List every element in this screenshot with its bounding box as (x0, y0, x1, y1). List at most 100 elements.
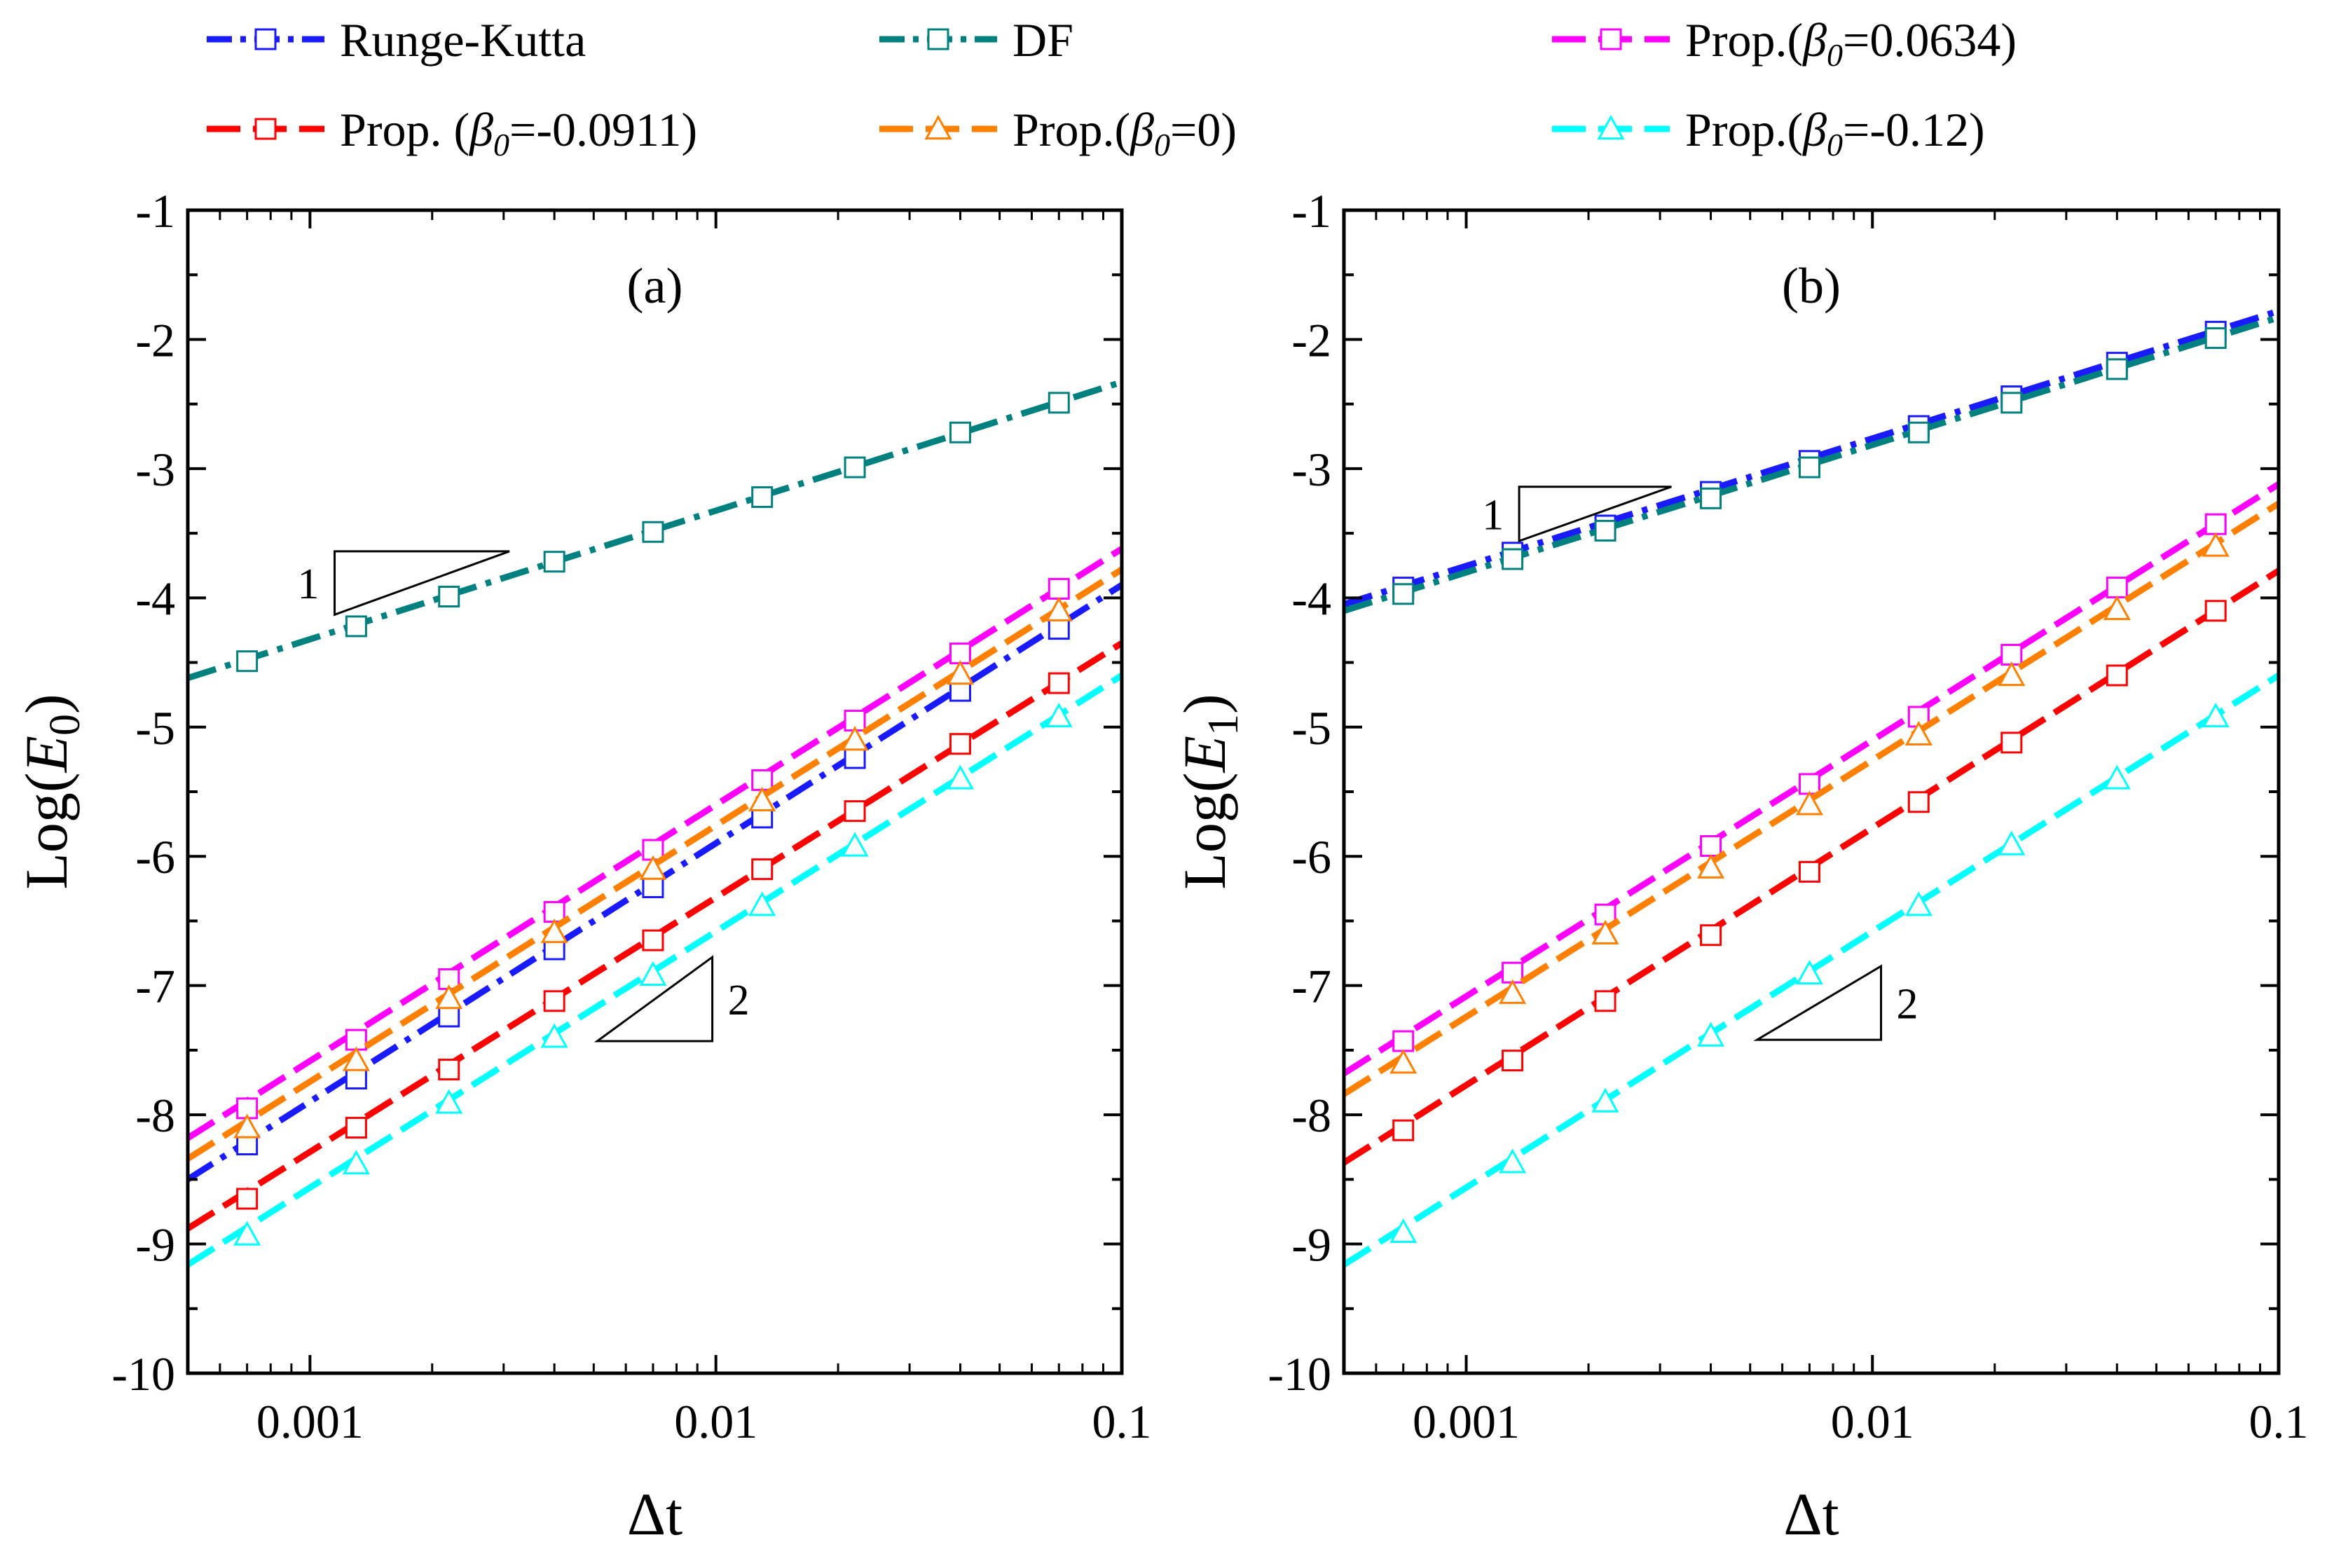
marker-square (2204, 327, 2227, 350)
series-5 (1344, 673, 2279, 1267)
marker-square (254, 118, 277, 140)
x-tick-label: 0.001 (1413, 1395, 1520, 1448)
y-axis-label-sub: 1 (1200, 714, 1247, 736)
marker-square (927, 28, 949, 50)
slope-label: 2 (1897, 981, 1918, 1029)
y-tick-label: -9 (135, 1218, 175, 1272)
marker-triangle (841, 726, 869, 751)
marker-square (642, 521, 664, 543)
marker-triangle (1904, 720, 1933, 745)
marker-triangle (1045, 596, 1073, 621)
marker-square (1798, 860, 1820, 883)
marker-square (1594, 519, 1616, 542)
legend-label: Prop.(β0=0.0634) (1685, 13, 2017, 73)
legend-item: Prop.(β0=0.0634) (1552, 13, 2017, 73)
marker-square (2000, 731, 2023, 754)
marker-triangle (2103, 595, 2131, 621)
y-axis-label-prefix: Log( (1171, 773, 1238, 890)
marker-square (1048, 392, 1070, 414)
marker-square (1048, 672, 1070, 694)
legend-label-sub: 0 (1154, 127, 1170, 163)
marker-square (1600, 28, 1622, 50)
slope-annotation: 1 (298, 550, 510, 617)
series-5 (188, 673, 1122, 1267)
marker-triangle (841, 832, 869, 857)
y-tick-label: -4 (1291, 572, 1331, 625)
legend-label-suffix: =0) (1170, 103, 1237, 156)
marker-triangle (233, 1220, 261, 1246)
y-tick-label: -7 (135, 960, 175, 1013)
marker-triangle (2202, 702, 2230, 728)
marker-triangle (1591, 919, 1619, 944)
slope-annotation: 1 (1482, 486, 1672, 543)
slope-triangle (1753, 964, 1883, 1041)
series-1 (1344, 314, 2279, 614)
series-4 (188, 566, 1122, 1162)
marker-triangle (435, 1089, 463, 1114)
marker-triangle (639, 855, 667, 880)
marker-triangle (1697, 853, 1725, 879)
y-tick-label: -8 (1291, 1089, 1331, 1142)
marker-triangle (540, 918, 568, 944)
legend-label-beta: β (468, 103, 493, 156)
series-3 (1344, 568, 2279, 1166)
marker-triangle (1998, 830, 2026, 855)
legend-label: Prop.(β0=0) (1013, 103, 1237, 163)
marker-square (751, 769, 774, 791)
series-3 (188, 640, 1122, 1232)
marker-square (345, 615, 367, 638)
panel-label: (b) (1782, 258, 1841, 314)
y-axis-label: Log(E1) (1171, 694, 1247, 889)
legend-label: Prop. (β0=-0.0911) (340, 103, 697, 163)
marker-square (2204, 513, 2227, 535)
y-tick-label: -3 (1291, 443, 1331, 496)
marker-square (254, 28, 277, 50)
x-tick-label: 0.1 (1092, 1395, 1152, 1448)
y-axis-label-var: E (1171, 736, 1238, 774)
marker-triangle (1998, 661, 2026, 687)
legend-label-suffix: =-0.0911) (509, 103, 697, 156)
slope-annotation: 2 (593, 955, 750, 1043)
marker-triangle (342, 1150, 370, 1175)
marker-square (1907, 791, 1930, 813)
y-axis-label-prefix: Log( (13, 773, 80, 890)
marker-triangle (1904, 891, 1933, 916)
marker-square (345, 1067, 367, 1089)
marker-triangle (946, 764, 975, 790)
marker-square (543, 990, 565, 1012)
legend-label-sub: 0 (1827, 37, 1843, 73)
marker-square (345, 1117, 367, 1139)
marker-square (642, 929, 664, 951)
legend-label-beta: β (1129, 103, 1154, 156)
y-tick-label: -10 (1268, 1347, 1331, 1401)
marker-square (543, 551, 565, 573)
x-tick-label: 0.1 (2249, 1395, 2309, 1448)
marker-square (642, 876, 664, 898)
legend-label: Runge-Kutta (340, 13, 586, 67)
legend-label-beta: β (1801, 103, 1827, 156)
marker-triangle (1795, 959, 1824, 985)
marker-triangle (2202, 532, 2230, 557)
marker-square (438, 1005, 460, 1028)
marker-triangle (1591, 1087, 1619, 1113)
plot-area (188, 379, 1122, 1267)
marker-square (1048, 577, 1070, 600)
legend-item: Prop. (β0=-0.0911) (207, 103, 697, 163)
series-2 (188, 546, 1122, 1141)
x-axis-label: Δt (1783, 1480, 1839, 1548)
marker-square (438, 1059, 460, 1081)
y-tick-label: -2 (135, 313, 175, 366)
plot-area (1344, 308, 2279, 1267)
legend-item: DF (879, 13, 1073, 67)
y-tick-label: -5 (1291, 701, 1331, 755)
y-tick-label: -7 (1291, 960, 1331, 1013)
marker-square (1798, 456, 1820, 479)
x-tick-label: 0.01 (674, 1395, 757, 1448)
marker-triangle (435, 984, 463, 1010)
marker-triangle (1389, 1218, 1418, 1244)
y-axis-label-sub: 0 (41, 714, 89, 736)
slope-triangle (593, 955, 714, 1043)
y-tick-label: -8 (135, 1089, 175, 1142)
x-tick-label: 0.001 (256, 1395, 364, 1448)
